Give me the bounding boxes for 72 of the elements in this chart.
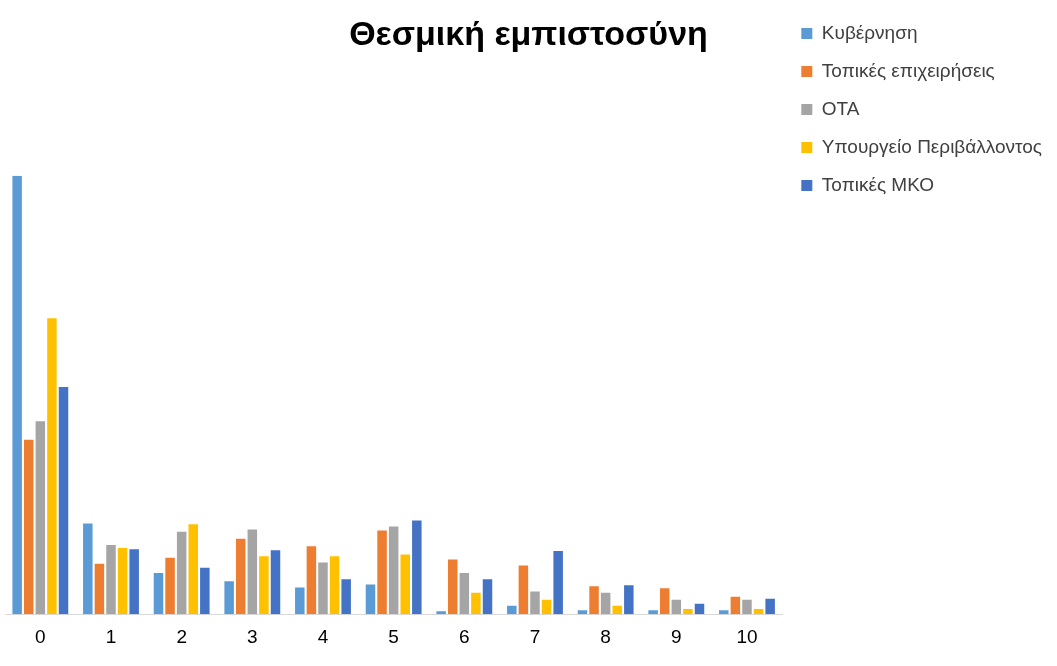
legend-label: Υπουργείο Περιβάλλοντος	[821, 135, 1043, 157]
bar	[377, 530, 387, 615]
bar	[341, 579, 351, 615]
bar	[165, 557, 175, 615]
bar	[94, 563, 105, 615]
bar	[553, 551, 563, 615]
bar	[471, 592, 481, 615]
bar	[58, 387, 69, 615]
chart-title: Θεσμική εμπιστοσύνη	[349, 13, 708, 52]
bar	[47, 318, 57, 615]
x-tick-label: 2	[176, 625, 187, 647]
bar	[306, 546, 317, 615]
bar	[318, 562, 328, 615]
x-tick-label: 10	[736, 625, 758, 647]
bar	[329, 556, 340, 615]
x-tick-label: 0	[35, 625, 46, 647]
bar	[742, 599, 752, 615]
legend-label: Τοπικές ΜΚΟ	[821, 173, 935, 195]
bar	[12, 175, 22, 615]
bar	[176, 531, 187, 615]
x-tick-label: 7	[529, 625, 541, 647]
bar	[671, 599, 682, 615]
bar	[23, 439, 34, 615]
bar	[247, 529, 258, 615]
bar	[436, 611, 446, 615]
bar	[507, 605, 517, 615]
bar	[600, 592, 611, 615]
bar	[235, 538, 246, 615]
bar	[270, 550, 281, 615]
bar	[259, 556, 269, 615]
x-tick-label: 5	[388, 625, 399, 647]
x-tick-label: 8	[600, 625, 611, 647]
bar	[765, 598, 775, 615]
bar	[295, 587, 305, 615]
x-tick-label: 3	[247, 625, 258, 647]
x-tick-label: 4	[317, 625, 329, 647]
bar	[188, 524, 198, 615]
x-tick-label: 6	[459, 625, 470, 647]
bar	[624, 585, 634, 615]
bar	[200, 567, 210, 615]
bar	[648, 610, 658, 615]
bar	[589, 586, 599, 615]
bar	[612, 605, 622, 615]
bar	[659, 588, 670, 615]
bar	[365, 584, 376, 615]
legend-label: ΟΤΑ	[821, 97, 860, 119]
bar	[482, 579, 493, 615]
bar	[83, 523, 93, 615]
bar	[730, 596, 741, 615]
bar	[388, 526, 399, 615]
bar	[117, 548, 128, 615]
bar	[412, 520, 422, 615]
legend-label: Τοπικές επιχειρήσεις	[821, 59, 995, 81]
x-tick-label: 1	[105, 625, 117, 647]
bar	[129, 549, 139, 615]
bar	[459, 572, 470, 615]
bar	[106, 544, 116, 615]
bar	[753, 608, 764, 615]
bar	[541, 599, 552, 615]
bar	[447, 559, 458, 615]
bar	[577, 610, 588, 615]
bar	[400, 554, 410, 615]
bar	[683, 608, 693, 615]
bar	[35, 421, 46, 615]
x-tick-label: 9	[671, 625, 682, 647]
legend-label: Κυβέρνηση	[821, 21, 918, 43]
bar	[530, 591, 540, 615]
bar	[153, 572, 164, 615]
bar	[518, 565, 529, 615]
bar	[694, 603, 705, 615]
bar	[224, 581, 234, 615]
bar	[719, 610, 729, 615]
